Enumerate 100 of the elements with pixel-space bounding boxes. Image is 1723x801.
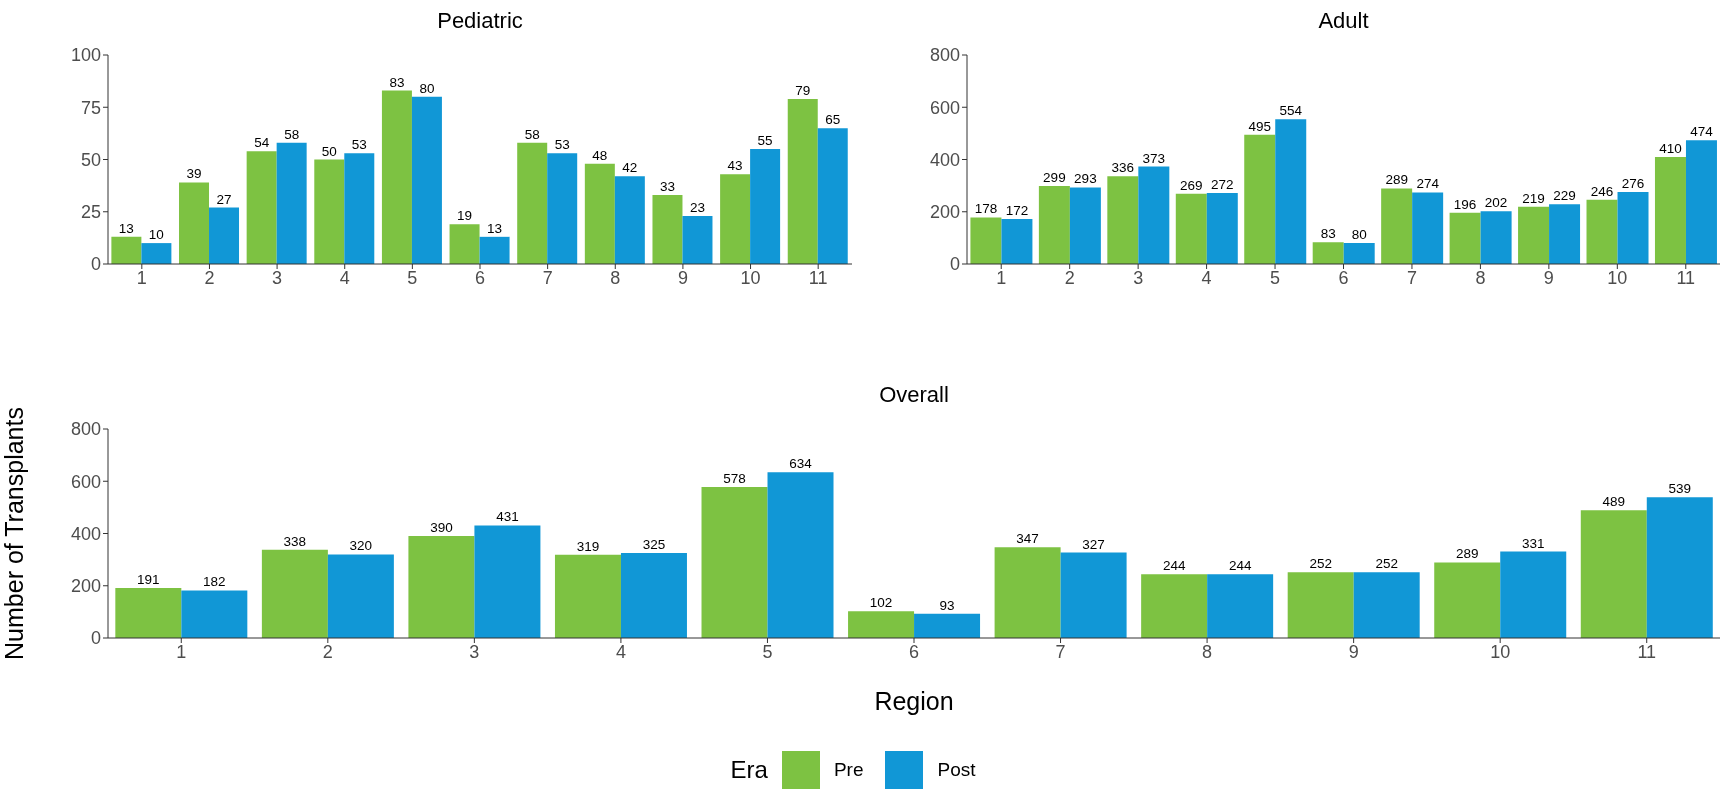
data-label: 269 (1180, 177, 1203, 193)
bar (1343, 243, 1375, 264)
data-label: 80 (419, 80, 435, 96)
data-label: 276 (1621, 175, 1645, 191)
bar (1038, 185, 1070, 264)
data-label: 252 (1375, 556, 1398, 572)
data-label: 27 (216, 191, 232, 207)
data-label: 347 (1016, 531, 1039, 547)
data-label: 83 (389, 74, 405, 90)
x-tick-label: 4 (615, 641, 626, 662)
y-tick-label: 800 (70, 419, 101, 440)
bar (1060, 552, 1127, 638)
x-tick-label: 3 (272, 267, 283, 288)
data-label: 53 (351, 137, 367, 153)
x-tick-label: 1 (996, 267, 1007, 288)
x-tick-label: 9 (677, 267, 688, 288)
bar (381, 90, 412, 264)
x-tick-label: 3 (469, 641, 480, 662)
data-label: 80 (1351, 227, 1367, 243)
legend-label: Pre (833, 758, 864, 781)
data-label: 539 (1668, 481, 1692, 497)
data-label: 331 (1521, 535, 1545, 551)
data-label: 43 (727, 158, 743, 174)
bar (620, 553, 687, 638)
data-label: 495 (1248, 118, 1272, 134)
data-label: 55 (757, 133, 773, 149)
x-tick-label: 8 (1202, 641, 1213, 662)
data-label: 58 (524, 126, 540, 142)
bar (1500, 551, 1567, 638)
bar (111, 236, 142, 264)
data-label: 431 (496, 509, 519, 525)
x-tick-label: 11 (1637, 641, 1657, 662)
bar (1312, 242, 1344, 264)
bar (1381, 188, 1413, 264)
bar (1275, 119, 1307, 264)
bar (1580, 510, 1647, 638)
data-label: 19 (457, 208, 473, 224)
bar (1549, 204, 1581, 264)
data-label: 178 (974, 201, 998, 217)
x-axis-title: Region (874, 687, 954, 715)
x-tick-label: 1 (176, 641, 187, 662)
bar (449, 224, 480, 264)
y-tick-label: 400 (70, 523, 101, 544)
x-tick-label: 5 (1270, 267, 1281, 288)
bar (276, 142, 307, 264)
legend-label: Post (937, 758, 976, 781)
bar (1069, 187, 1101, 264)
data-label: 172 (1005, 203, 1029, 219)
x-tick-label: 9 (1348, 641, 1359, 662)
data-label: 50 (321, 143, 337, 159)
data-label: 219 (1522, 190, 1545, 206)
y-tick-label: 600 (70, 471, 101, 492)
bar (1654, 156, 1686, 264)
data-label: 54 (254, 135, 270, 151)
bar (1480, 211, 1512, 264)
x-tick-label: 9 (1543, 267, 1554, 288)
bar (1412, 192, 1444, 264)
data-label: 338 (283, 533, 307, 549)
bar (584, 163, 615, 264)
y-tick-label: 75 (80, 97, 101, 118)
y-tick-label: 100 (70, 45, 101, 66)
bar (767, 472, 834, 638)
x-tick-label: 10 (1607, 267, 1628, 288)
bar (1244, 134, 1276, 264)
bar (682, 215, 713, 264)
x-tick-label: 8 (610, 267, 621, 288)
x-tick-label: 5 (407, 267, 418, 288)
data-label: 410 (1659, 140, 1682, 156)
bar (1353, 572, 1420, 638)
bar (1685, 140, 1717, 264)
data-label: 202 (1484, 195, 1508, 211)
x-tick-label: 6 (1338, 267, 1349, 288)
x-tick-label: 7 (542, 267, 553, 288)
bar (1287, 572, 1354, 638)
bar (327, 554, 394, 638)
data-label: 252 (1309, 556, 1332, 572)
bar (1449, 212, 1481, 264)
x-tick-label: 4 (1201, 267, 1212, 288)
bar (1107, 176, 1139, 264)
y-tick-label: 400 (929, 149, 960, 170)
data-label: 39 (186, 166, 202, 182)
bar (261, 549, 328, 638)
bar (1138, 166, 1170, 264)
bar (1207, 574, 1274, 638)
x-tick-label: 6 (908, 641, 920, 662)
data-label: 182 (203, 574, 226, 590)
y-tick-label: 200 (929, 202, 960, 223)
bar (970, 217, 1002, 264)
bar (517, 142, 548, 264)
bar (554, 554, 621, 638)
data-label: 79 (795, 82, 811, 98)
data-label: 244 (1228, 558, 1252, 574)
x-tick-label: 8 (1475, 267, 1486, 288)
bar (411, 96, 442, 264)
data-label: 320 (349, 538, 373, 554)
x-tick-label: 7 (1055, 641, 1066, 662)
bar (1001, 219, 1033, 264)
bar (1617, 191, 1649, 264)
x-tick-label: 11 (1676, 267, 1696, 288)
x-tick-label: 3 (1133, 267, 1144, 288)
